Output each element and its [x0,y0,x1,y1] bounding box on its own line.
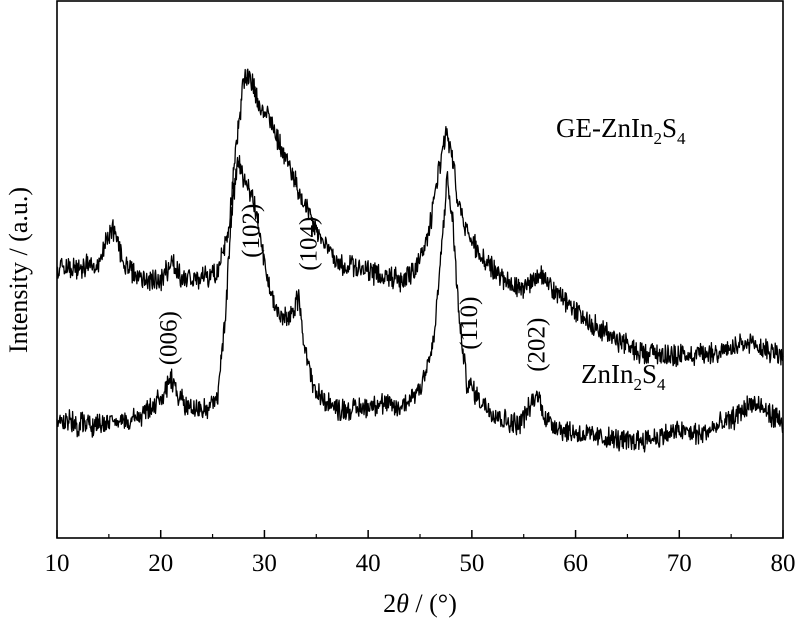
series-label-znin2s4: ZnIn2S4 [581,359,666,394]
x-tick-label: 30 [252,550,277,577]
x-tick-label: 50 [459,550,484,577]
x-tick-label: 60 [563,550,588,577]
peak-label: (006) [155,311,182,365]
series-layer [56,68,784,453]
x-axis-title: 2θ / (°) [383,589,457,618]
series-label-ge-znin2s4: GE-ZnIn2S4 [556,113,686,148]
peak-label: (110) [456,297,483,350]
series-line-ge-znin2s4 [56,68,784,368]
peak-label: (102) [238,204,265,258]
y-axis-title: Intensity / (a.u.) [4,187,33,353]
series-line-znin2s4 [56,154,784,453]
peak-label-layer: (102) (110) (104) (006) (202) [155,204,550,372]
x-tick-label: 10 [45,550,70,577]
x-tick-label: 20 [148,550,173,577]
x-tick-label: 70 [667,550,692,577]
peak-label: (202) [524,318,551,372]
x-tick-label: 40 [356,550,381,577]
x-axis-ticks: 10 20 30 40 50 60 70 80 [45,530,796,577]
peak-label: (104) [295,217,322,271]
x-tick-label: 80 [771,550,796,577]
